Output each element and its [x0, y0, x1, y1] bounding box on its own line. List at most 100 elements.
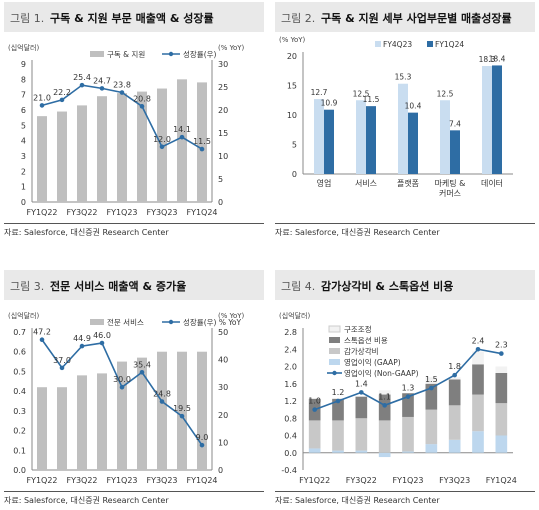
growth-data-label: 24.8: [153, 390, 171, 399]
y-tick-label: 2: [21, 167, 26, 176]
x-tick-label: FY3Q22: [66, 476, 97, 485]
y2-tick-label: 50: [218, 328, 228, 337]
stack-스톡옵션 비용-8: [495, 372, 508, 404]
growth-point-FY1Q24: [199, 442, 205, 448]
legend-marker-line: [168, 51, 174, 57]
figure-4-title: 감가상각비 & 스톡옵션 비용: [321, 280, 454, 293]
bar-FY1Q23: [117, 93, 127, 202]
growth-data-label: 47.2: [33, 328, 51, 337]
y-tick-label: 0.0: [13, 466, 26, 475]
x-tick-label: FY1Q23: [106, 476, 137, 485]
stack-영업이익 (GAAP)-7: [472, 431, 484, 453]
y-tick-label: 0.2: [13, 427, 26, 436]
y-tick-label: 5: [292, 141, 297, 150]
stack-감가상각비-4: [402, 416, 414, 452]
y-tick-label: 0: [292, 170, 297, 179]
y2-axis-label: (% YoY): [218, 312, 245, 320]
y2-tick-label: 30: [218, 60, 228, 69]
figure-1-header: 그림 1. 구독 & 지원 부문 매출액 & 성장률: [4, 2, 264, 32]
legend-swatch-FY4Q23: [375, 41, 381, 47]
x-tick-label: FY1Q22: [26, 208, 57, 217]
bar-FY3Q22: [77, 375, 87, 470]
growth-data-label: 9.0: [196, 433, 209, 442]
bar-FY1Q24: [197, 351, 207, 470]
growth-point-FY2Q23: [139, 104, 145, 109]
legend-marker-line: [168, 319, 174, 325]
growth-data-label: 35.4: [133, 360, 151, 369]
x-tick-label: FY1Q23: [392, 476, 423, 485]
stack-영업이익 (GAAP)-3: [378, 452, 391, 458]
figure-3-number: 그림 3.: [10, 280, 45, 293]
bar-FY2Q23: [137, 91, 147, 202]
x-tick-label: FY3Q23: [439, 476, 470, 485]
stack-감가상각비-8: [495, 403, 508, 436]
bar-data-label: 12.5: [353, 89, 370, 98]
growth-point-FY1Q22: [39, 103, 45, 108]
x-tick-label: FY3Q22: [66, 208, 97, 217]
growth-point-FY3Q22: [79, 82, 85, 88]
bar-FY4Q22: [97, 96, 107, 202]
stack-영업이익 (GAAP)-1: [332, 450, 344, 453]
y-tick-label: 0.1: [13, 446, 26, 455]
stack-구조조정-7: [472, 351, 484, 365]
non-gaap-point-FY1Q24: [499, 351, 504, 356]
growth-data-label: 12.0: [153, 135, 171, 144]
x-tick-label: 마케팅 &: [435, 178, 466, 188]
y2-tick-label: 20: [218, 106, 228, 115]
y-tick-label: 2.0: [284, 363, 297, 372]
stack-스톡옵션 비용-5: [425, 383, 438, 410]
legend-label-bar: 전문 서비스: [107, 317, 144, 327]
y2-axis-label: (% YoY): [218, 44, 245, 52]
stack-구조조정-6: [448, 377, 461, 380]
legend-label-FY4Q23: FY4Q23: [383, 40, 412, 49]
growth-data-label: 22.2: [53, 88, 71, 97]
bar-data-label: 10.9: [321, 99, 338, 108]
x-tick-label: 영업: [317, 178, 332, 188]
stack-감가상각비-3: [378, 420, 391, 453]
y-tick-label: 2.8: [284, 328, 297, 337]
non-gaap-point-FY1Q23: [405, 394, 411, 399]
x-tick-label: 데이터: [481, 178, 503, 188]
x-tick-label: 서비스: [355, 179, 377, 188]
stack-영업이익 (GAAP)-4: [402, 451, 414, 453]
legend-label-영업이익 (GAAP): 영업이익 (GAAP): [344, 357, 401, 367]
growth-point-FY4Q22: [99, 340, 105, 346]
non-gaap-data-label: 1.5: [425, 375, 438, 384]
bar-FY3Q22: [77, 105, 87, 202]
panel-figure-1: 그림 1. 구독 & 지원 부문 매출액 & 성장률 (십억달러) 0 1 2 3 4 5 6…: [4, 2, 264, 242]
growth-data-label: 23.8: [113, 81, 131, 90]
y-tick-label: 8: [21, 75, 26, 84]
y2-tick-label: 40: [218, 356, 228, 365]
y-tick-label: 6: [21, 106, 26, 115]
y-tick-label: 1: [21, 183, 26, 192]
growth-point-FY2Q23: [139, 369, 145, 375]
y2-tick-label: 20: [218, 411, 228, 420]
y2-tick-label: 25: [218, 83, 228, 92]
y-tick-label: 0.4: [13, 387, 26, 396]
stack-영업이익 (GAAP)-6: [448, 439, 461, 453]
y2-tick-label: 15: [218, 129, 228, 138]
growth-data-label: 21.0: [33, 93, 51, 102]
growth-data-label: 11.5: [193, 137, 211, 146]
stack-감가상각비-0: [308, 420, 321, 449]
y-tick-label: 0: [21, 198, 26, 207]
y-tick-label: 0.6: [13, 348, 26, 357]
growth-point-FY1Q23: [119, 90, 125, 95]
figure-2-header: 그림 2. 구독 & 지원 세부 사업부문별 매출성장률: [275, 2, 535, 32]
x-tick-label: FY3Q23: [146, 208, 177, 217]
bar-FY1Q22: [37, 116, 47, 202]
non-gaap-data-label: 1.0: [308, 397, 321, 406]
bar-FY1Q24-4: [492, 65, 502, 174]
x-tick-label: FY3Q22: [346, 476, 377, 485]
y-tick-label: 0.3: [13, 407, 26, 416]
x-tick-label: FY1Q24: [186, 476, 217, 485]
bar-data-label: 15.3: [395, 73, 412, 82]
growth-point-FY1Q24: [199, 146, 205, 152]
non-gaap-point-FY3Q23: [452, 372, 457, 378]
stack-감가상각비-1: [332, 420, 344, 451]
growth-data-label: 30.0: [113, 375, 131, 384]
bar-FY4Q23-2: [398, 83, 408, 174]
y-axis-label: (십억달러): [8, 311, 39, 320]
bar-data-label: 10.4: [405, 102, 422, 111]
